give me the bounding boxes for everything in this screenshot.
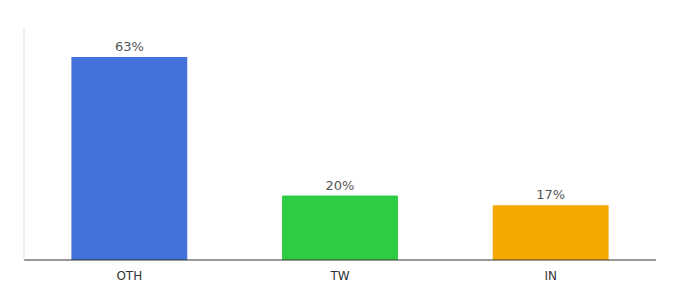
- x-axis-line: [24, 260, 656, 261]
- bar: [282, 196, 398, 260]
- bar: [71, 57, 187, 260]
- data-labels: 63% 20% 17%: [115, 39, 565, 202]
- bars: [71, 57, 608, 260]
- y-axis-line: [24, 28, 25, 260]
- x-axis: OTH TW IN: [24, 260, 656, 283]
- x-tick-label: OTH: [116, 269, 142, 283]
- data-label: 17%: [536, 187, 565, 202]
- x-tick-label: TW: [329, 269, 349, 283]
- chart-container: 63% 20% 17% OTH TW IN: [0, 0, 680, 300]
- bar: [493, 205, 609, 260]
- x-tick-label: IN: [544, 269, 557, 283]
- data-label: 20%: [326, 178, 355, 193]
- data-label: 63%: [115, 39, 144, 54]
- chart-svg: 63% 20% 17% OTH TW IN: [0, 0, 680, 300]
